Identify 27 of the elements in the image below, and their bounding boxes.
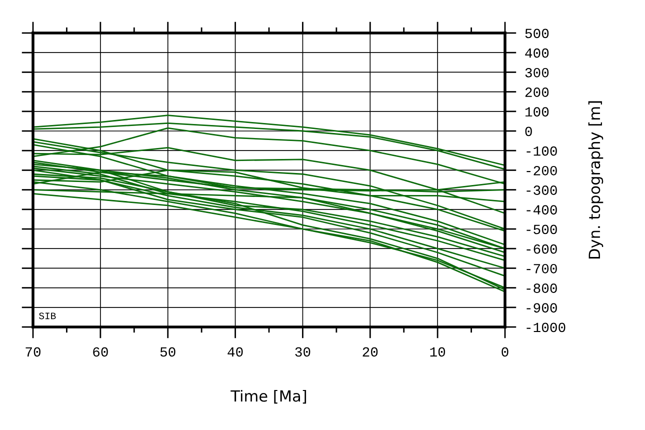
x-tick-label: 70 xyxy=(26,347,40,357)
x-tick-label: 50 xyxy=(160,347,176,357)
x-tick-label: 10 xyxy=(430,347,446,357)
y-tick-label: 400 xyxy=(525,48,549,58)
y-tick-label: 500 xyxy=(525,28,549,38)
x-tick-label: 0 xyxy=(502,347,508,357)
y-tick-label: -900 xyxy=(526,303,557,313)
y-tick-label: -400 xyxy=(526,205,557,215)
y-tick-label: -500 xyxy=(526,224,557,234)
y-axis-title: Dyn. topography [m] xyxy=(588,101,604,259)
annotation: SIB xyxy=(39,312,56,320)
y-tick-label: -100 xyxy=(526,146,557,156)
x-axis-title: Time [Ma] xyxy=(230,390,306,404)
y-tick-label: -300 xyxy=(526,186,557,195)
y-tick-label: -1000 xyxy=(526,322,566,332)
y-tick-label: -800 xyxy=(526,284,557,293)
y-tick-label: -700 xyxy=(526,264,557,274)
y-tick-label: 100 xyxy=(525,107,549,117)
x-tick-label: 40 xyxy=(228,347,243,357)
y-tick-label: 0 xyxy=(525,126,532,136)
y-tick-label: -600 xyxy=(526,244,557,254)
x-tick-label: 30 xyxy=(295,347,310,357)
y-tick-label: 200 xyxy=(525,88,549,97)
x-tick-label: 20 xyxy=(362,347,378,357)
y-tick-label: -200 xyxy=(526,166,557,176)
x-tick-label: 60 xyxy=(93,347,108,357)
y-tick-label: 300 xyxy=(525,68,549,78)
